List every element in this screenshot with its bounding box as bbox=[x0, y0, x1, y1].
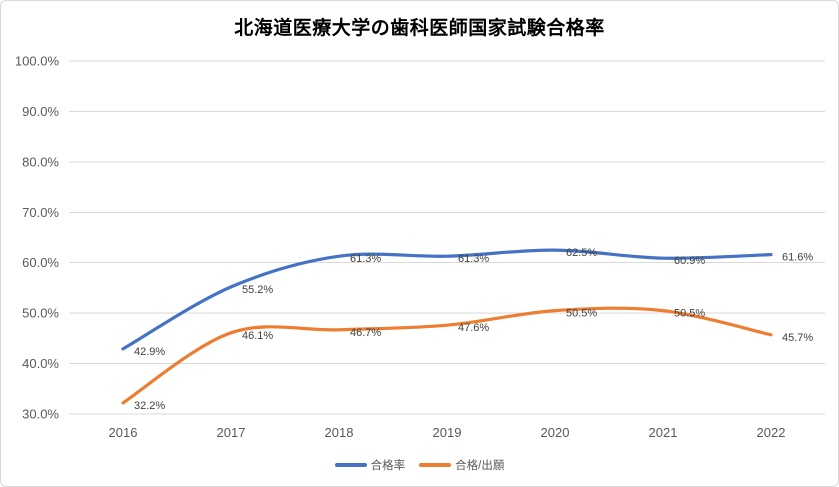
y-axis-tick-label: 40.0% bbox=[22, 356, 59, 371]
x-axis-tick-label: 2016 bbox=[109, 425, 138, 440]
y-axis-tick-label: 80.0% bbox=[22, 154, 59, 169]
series-line-0 bbox=[121, 248, 773, 351]
y-axis-tick-label: 90.0% bbox=[22, 104, 59, 119]
series-line-1 bbox=[121, 306, 773, 405]
pass-per-application-line-swatch bbox=[419, 463, 452, 467]
legend-label: 合格/出願 bbox=[455, 460, 505, 472]
data-label: 46.7% bbox=[350, 327, 381, 339]
x-axis-tick-label: 2018 bbox=[325, 425, 354, 440]
data-label: 55.2% bbox=[242, 284, 273, 296]
data-label: 46.1% bbox=[242, 330, 273, 342]
data-label: 60.9% bbox=[674, 255, 705, 267]
x-axis-tick-label: 2022 bbox=[757, 425, 786, 440]
data-label: 50.5% bbox=[566, 308, 597, 320]
x-axis-tick-label: 2019 bbox=[433, 425, 462, 440]
data-label: 61.3% bbox=[350, 253, 381, 265]
x-axis-tick-label: 2017 bbox=[217, 425, 246, 440]
legend: 合格率 合格/出願 bbox=[1, 457, 838, 473]
data-label: 42.9% bbox=[134, 346, 165, 358]
x-axis-tick-label: 2020 bbox=[541, 425, 570, 440]
data-label: 45.7% bbox=[782, 332, 813, 344]
legend-label: 合格率 bbox=[370, 460, 406, 472]
x-axis-tick-label: 2021 bbox=[649, 425, 678, 440]
data-label: 50.5% bbox=[674, 308, 705, 320]
data-label: 62.5% bbox=[566, 247, 597, 259]
y-axis-tick-label: 60.0% bbox=[22, 255, 59, 270]
y-axis-tick-label: 100.0% bbox=[15, 54, 60, 69]
y-axis-tick-label: 30.0% bbox=[22, 407, 59, 422]
legend-item-pass-rate: 合格率 bbox=[334, 457, 406, 473]
data-label: 61.6% bbox=[782, 252, 813, 264]
data-label: 32.2% bbox=[134, 400, 165, 412]
legend-item-pass-per-application: 合格/出願 bbox=[419, 457, 504, 473]
y-axis-tick-label: 70.0% bbox=[22, 205, 59, 220]
data-label: 47.6% bbox=[458, 322, 489, 334]
data-label: 61.3% bbox=[458, 253, 489, 265]
chart-title: 北海道医療大学の歯科医師国家試験合格率 bbox=[234, 18, 605, 39]
pass-rate-line-swatch bbox=[334, 463, 367, 467]
y-axis-tick-label: 50.0% bbox=[22, 306, 59, 321]
